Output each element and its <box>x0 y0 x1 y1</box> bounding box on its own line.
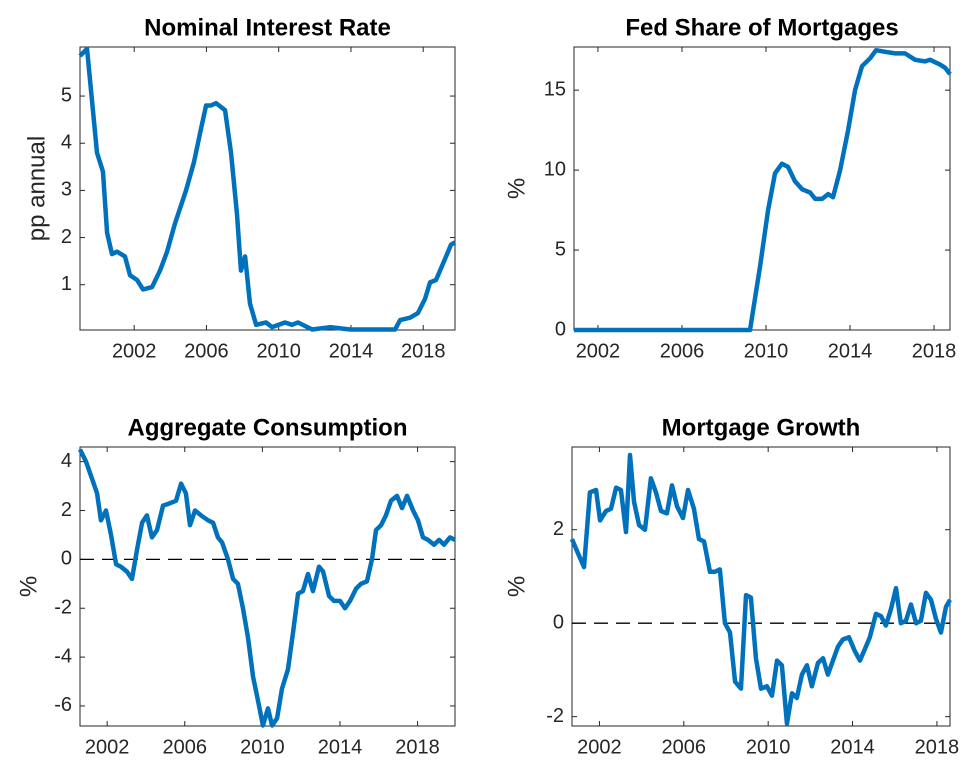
y-tick-label: -6 <box>54 694 72 716</box>
chart-title: Mortgage Growth <box>662 414 861 441</box>
chart-title: Nominal Interest Rate <box>144 14 391 41</box>
x-tick-label: 2006 <box>662 736 707 758</box>
data-line <box>77 448 456 728</box>
x-tick-label: 2002 <box>577 736 622 758</box>
y-axis-label: pp annual <box>23 136 50 241</box>
x-tick-label: 2002 <box>576 340 621 362</box>
x-tick-label: 2006 <box>163 736 208 758</box>
axes-box <box>573 46 951 331</box>
data-line <box>569 452 952 726</box>
x-tick-label: 2010 <box>744 340 789 362</box>
data-line <box>574 47 952 333</box>
x-tick-label: 2018 <box>395 736 440 758</box>
y-tick-label: 4 <box>61 132 72 154</box>
axes-box <box>79 46 456 331</box>
x-tick-label: 2014 <box>828 340 873 362</box>
y-tick-label: 0 <box>553 611 564 633</box>
y-tick-label: -2 <box>546 705 564 727</box>
y-tick-label: 2 <box>553 518 564 540</box>
x-tick-label: 2014 <box>830 736 875 758</box>
y-tick-label: -4 <box>54 645 72 667</box>
chart-title: Fed Share of Mortgages <box>625 14 898 41</box>
x-tick-label: 2018 <box>915 736 960 758</box>
x-tick-label: 2018 <box>401 340 446 362</box>
y-tick-label: -2 <box>54 597 72 619</box>
y-tick-label: 10 <box>544 158 566 180</box>
x-tick-label: 2014 <box>329 340 374 362</box>
y-axis-label: % <box>503 178 530 199</box>
y-axis-label: % <box>15 576 42 597</box>
data-line <box>78 46 457 332</box>
y-tick-label: 1 <box>61 273 72 295</box>
x-tick-label: 2018 <box>912 340 957 362</box>
y-tick-label: 5 <box>555 238 566 260</box>
x-tick-label: 2002 <box>112 340 157 362</box>
x-tick-label: 2010 <box>746 736 791 758</box>
y-axis-label: % <box>503 576 530 597</box>
x-tick-label: 2002 <box>85 736 130 758</box>
y-tick-label: 0 <box>61 548 72 570</box>
x-tick-label: 2014 <box>318 736 363 758</box>
y-tick-label: 4 <box>61 450 72 472</box>
x-tick-label: 2010 <box>256 340 301 362</box>
y-tick-label: 5 <box>61 84 72 106</box>
y-tick-label: 0 <box>555 318 566 340</box>
x-tick-label: 2006 <box>184 340 229 362</box>
y-tick-label: 3 <box>61 179 72 201</box>
y-tick-label: 2 <box>61 226 72 248</box>
x-tick-label: 2010 <box>240 736 285 758</box>
axes-box <box>571 446 951 727</box>
y-tick-label: 2 <box>61 499 72 521</box>
x-tick-label: 2006 <box>660 340 705 362</box>
y-tick-label: 15 <box>544 78 566 100</box>
chart-title: Aggregate Consumption <box>128 414 408 441</box>
axes-box <box>79 446 456 727</box>
